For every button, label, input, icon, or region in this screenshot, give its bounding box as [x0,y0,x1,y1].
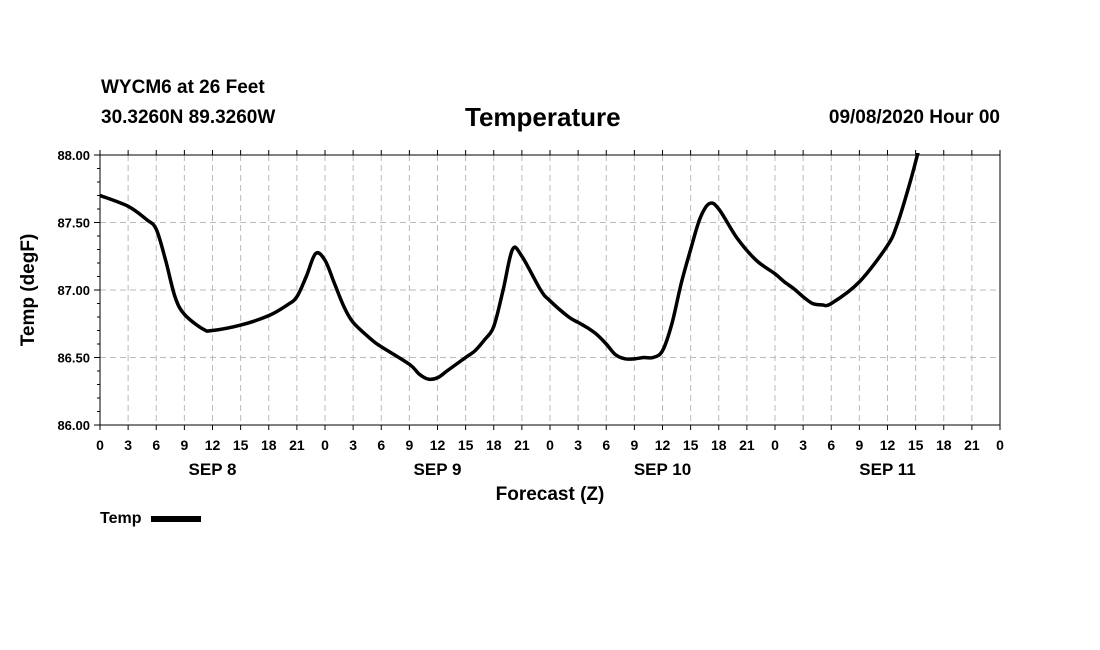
x-tick-label: 18 [261,437,277,453]
x-tick-label: 9 [855,437,863,453]
x-tick-label: 21 [739,437,755,453]
day-label: SEP 9 [414,460,462,479]
x-tick-label: 3 [799,437,807,453]
station-name: WYCM6 at 26 Feet [101,77,265,98]
x-tick-label: 12 [430,437,446,453]
x-tick-label: 18 [486,437,502,453]
x-tick-label: 0 [96,437,104,453]
x-tick-label: 6 [827,437,835,453]
x-tick-label: 15 [683,437,699,453]
y-tick-label: 86.00 [57,418,90,433]
y-tick-label: 88.00 [57,148,90,163]
x-tick-label: 6 [152,437,160,453]
y-tick-label: 86.50 [57,351,90,366]
legend-swatch [151,516,202,522]
x-tick-label: 15 [908,437,924,453]
x-tick-label: 12 [655,437,671,453]
x-tick-label: 15 [233,437,249,453]
day-label: SEP 8 [189,460,237,479]
x-tick-label: 3 [124,437,132,453]
y-tick-labels: 86.00 86.50 87.00 87.50 88.00 [57,148,90,433]
x-tick-labels: 0 3 6 9 12 15 18 21 0 3 6 9 12 15 18 21 0 3 6 9 12 15 18 21 0 3 6 9… [96,437,1004,453]
x-tick-label: 9 [180,437,188,453]
day-label: SEP 10 [634,460,691,479]
x-tick-label: 12 [205,437,221,453]
x-tick-label: 21 [289,437,305,453]
x-tick-label: 6 [377,437,385,453]
x-tick-label: 3 [349,437,357,453]
x-tick-label: 0 [321,437,329,453]
x-tick-label: 9 [405,437,413,453]
y-axis-label: Temp (degF) [18,234,39,347]
x-tick-label: 21 [514,437,530,453]
plot-frame [99,154,1001,426]
axis-ticks [94,150,1001,430]
x-tick-label: 0 [546,437,554,453]
x-tick-label: 0 [996,437,1004,453]
x-tick-label: 9 [630,437,638,453]
x-tick-label: 12 [880,437,896,453]
x-tick-label: 18 [711,437,727,453]
grid-lines [100,155,1000,425]
y-tick-label: 87.00 [57,283,90,298]
x-tick-label: 21 [964,437,980,453]
x-tick-label: 18 [936,437,952,453]
legend: Temp [100,510,202,528]
x-tick-label: 3 [574,437,582,453]
legend-label: Temp [100,510,142,527]
x-tick-label: 15 [458,437,474,453]
x-tick-label: 0 [771,437,779,453]
chart-title: Temperature [465,102,621,132]
forecast-date: 09/08/2020 Hour 00 [828,107,1000,128]
temp-series-line [100,153,920,382]
x-axis-label: Forecast (Z) [496,484,605,505]
y-tick-label: 87.50 [57,216,90,231]
x-tick-label: 6 [602,437,610,453]
station-coordinates: 30.3260N 89.3260W [101,107,276,128]
day-labels: SEP 8 SEP 9 SEP 10 SEP 11 [189,460,916,479]
day-label: SEP 11 [859,460,915,479]
